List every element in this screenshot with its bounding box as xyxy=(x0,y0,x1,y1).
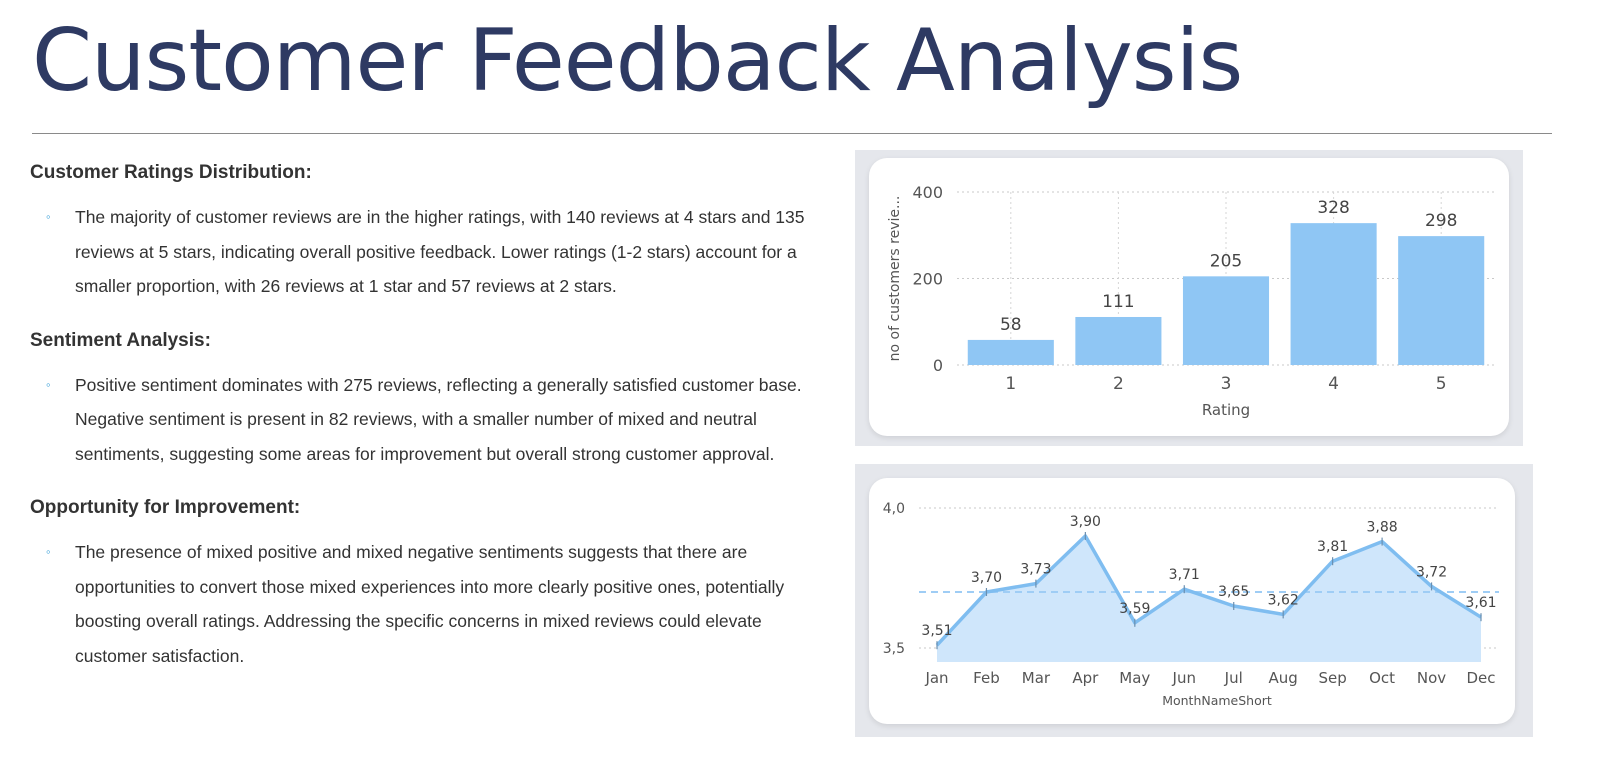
x-axis-title: Rating xyxy=(1202,401,1250,419)
section-heading: Sentiment Analysis: xyxy=(30,329,211,351)
x-tick-label: 3 xyxy=(1221,374,1232,394)
section-ratings-distribution: Customer Ratings Distribution: ◦ The maj… xyxy=(30,160,810,304)
y-tick-label: 200 xyxy=(912,270,943,289)
x-tick-label: Nov xyxy=(1417,669,1446,687)
data-label: 3,73 xyxy=(1020,562,1051,578)
ratings-chart-card[interactable]: 0 200 400 58 1 111 2 205 3 328 4 298 5 Rating no of cu… xyxy=(869,158,1509,436)
data-label: 3,88 xyxy=(1367,520,1398,536)
list-item: ◦ The presence of mixed positive and mix… xyxy=(30,535,810,673)
bullet-text: Positive sentiment dominates with 275 re… xyxy=(75,374,802,464)
section-heading: Customer Ratings Distribution: xyxy=(30,162,312,183)
section-opportunity: Opportunity for Improvement: ◦ The prese… xyxy=(30,495,810,673)
x-tick-label: Feb xyxy=(973,669,1000,687)
ratings-chart-panel: 0 200 400 58 1 111 2 205 3 328 4 298 5 Rating no of cu… xyxy=(855,150,1523,446)
data-label: 58 xyxy=(1000,315,1022,335)
x-tick-label: Dec xyxy=(1466,669,1495,687)
data-label: 3,61 xyxy=(1465,595,1496,611)
bullet-text: The presence of mixed positive and mixed… xyxy=(75,542,785,666)
analysis-text: Customer Ratings Distribution: ◦ The maj… xyxy=(30,160,810,697)
x-tick-label: 1 xyxy=(1005,374,1016,394)
bullet-icon: ◦ xyxy=(46,376,51,392)
bullet-list: ◦ The majority of customer reviews are i… xyxy=(30,200,810,304)
section-sentiment-analysis: Sentiment Analysis: ◦ Positive sentiment… xyxy=(30,328,810,472)
data-label: 3,62 xyxy=(1268,592,1299,608)
x-tick-label: Oct xyxy=(1369,669,1395,687)
data-label: 111 xyxy=(1102,292,1134,312)
bar xyxy=(1075,316,1162,365)
series-line xyxy=(935,534,1482,647)
x-tick-label: Jan xyxy=(924,669,948,687)
data-label: 328 xyxy=(1317,198,1349,218)
data-label: 3,70 xyxy=(971,570,1002,586)
x-tick-label: Mar xyxy=(1022,669,1051,687)
data-label: 205 xyxy=(1210,251,1242,271)
y-axis-title: no of customers revie... xyxy=(887,196,903,362)
y-tick-label: 0 xyxy=(933,356,943,375)
y-tick-label: 3,5 xyxy=(883,641,905,657)
bullet-icon: ◦ xyxy=(46,209,51,224)
bar xyxy=(1182,276,1270,365)
data-label: 3,59 xyxy=(1119,601,1150,617)
bar xyxy=(1290,223,1377,365)
list-item: ◦ Positive sentiment dominates with 275 … xyxy=(30,368,810,472)
bar xyxy=(967,339,1054,365)
x-tick-label: Apr xyxy=(1072,669,1099,687)
x-tick-label: Sep xyxy=(1318,669,1346,687)
x-tick-label: Aug xyxy=(1269,669,1298,687)
x-tick-label: 5 xyxy=(1436,374,1447,394)
y-tick-label: 400 xyxy=(912,183,943,202)
x-tick-label: May xyxy=(1119,669,1150,687)
data-label: 3,81 xyxy=(1317,539,1348,555)
x-tick-label: 2 xyxy=(1113,374,1124,394)
data-label: 298 xyxy=(1425,211,1457,231)
monthly-rating-chart-panel: 3,5 4,0 3,51 Jan 3,70 Feb 3,73 Mar 3,90 Apr 3,59 Ma… xyxy=(855,464,1533,737)
x-tick-label: Jul xyxy=(1224,669,1243,687)
x-axis-title: MonthNameShort xyxy=(1162,693,1272,708)
bullet-text: The majority of customer reviews are in … xyxy=(75,207,805,296)
list-item: ◦ The majority of customer reviews are i… xyxy=(30,200,810,304)
bullet-list: ◦ The presence of mixed positive and mix… xyxy=(30,535,810,673)
monthly-rating-chart-card[interactable]: 3,5 4,0 3,51 Jan 3,70 Feb 3,73 Mar 3,90 Apr 3,59 Ma… xyxy=(869,478,1515,724)
bullet-icon: ◦ xyxy=(46,544,51,559)
x-tick-label: 4 xyxy=(1328,374,1339,394)
data-label: 3,65 xyxy=(1218,584,1249,600)
title-divider xyxy=(32,133,1552,134)
bar xyxy=(1398,236,1485,365)
data-label: 3,90 xyxy=(1070,514,1101,530)
page-title: Customer Feedback Analysis xyxy=(32,11,1243,111)
monthly-rating-area-chart: 3,5 4,0 3,51 Jan 3,70 Feb 3,73 Mar 3,90 Apr 3,59 Ma… xyxy=(883,501,1499,708)
data-label: 3,72 xyxy=(1416,564,1447,580)
section-heading: Opportunity for Improvement: xyxy=(30,497,301,518)
bullet-list: ◦ Positive sentiment dominates with 275 … xyxy=(30,368,810,472)
data-label: 3,51 xyxy=(921,623,952,639)
data-label: 3,71 xyxy=(1169,567,1200,583)
y-tick-label: 4,0 xyxy=(883,501,905,517)
x-tick-label: Jun xyxy=(1172,669,1196,687)
